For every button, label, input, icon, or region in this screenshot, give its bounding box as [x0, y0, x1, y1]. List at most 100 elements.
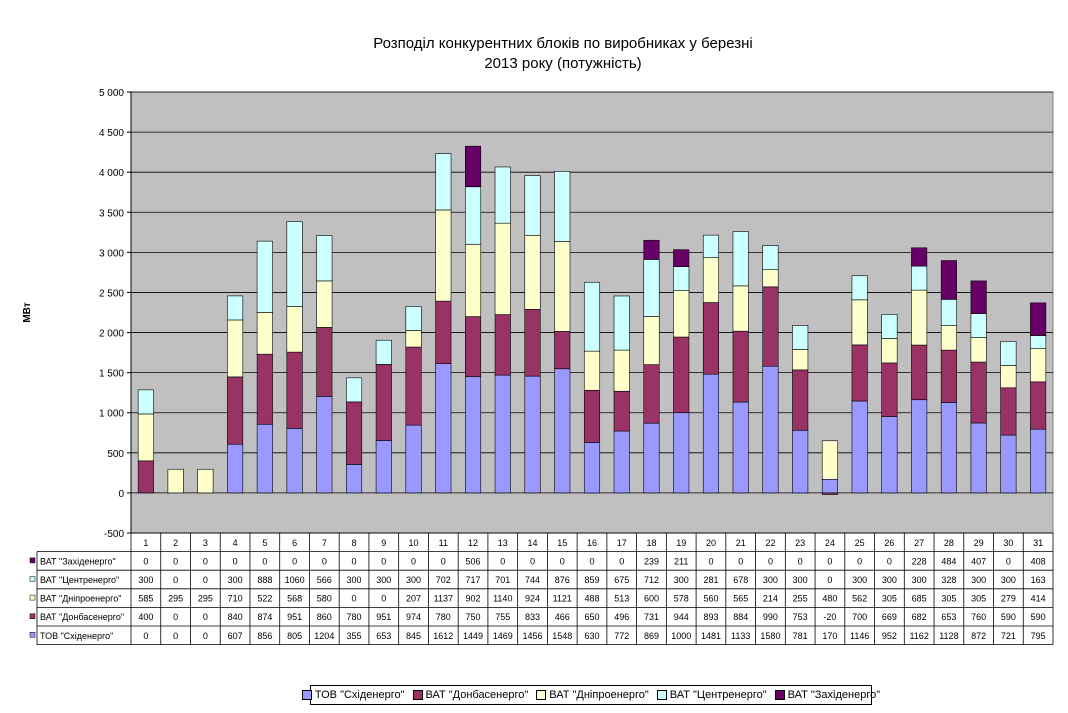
bar-segment: [167, 468, 184, 494]
table-data-value: 753: [793, 612, 808, 622]
bar-segment: [673, 336, 690, 414]
x-tick-label: 2: [173, 538, 178, 548]
x-tick-label: 31: [1033, 538, 1043, 548]
bar-segment: [673, 412, 690, 494]
bar-segment: [1000, 365, 1017, 389]
legend-label: ВАТ "Центренерго": [669, 689, 767, 701]
table-data-value: 255: [793, 594, 808, 604]
bar-segment: [583, 389, 601, 443]
bar-segment: [316, 327, 333, 397]
bar-segment: [911, 289, 928, 346]
bar-segment: [970, 337, 987, 363]
table-data-value: 0: [530, 556, 535, 566]
bar-segment: [375, 440, 392, 494]
bar-segment: [583, 281, 601, 352]
bar-segment: [613, 390, 630, 432]
bar-segment: [346, 464, 363, 494]
bar-segment: [673, 266, 690, 291]
table-data-value: 0: [798, 556, 803, 566]
table-data-value: 0: [887, 556, 892, 566]
bar-segment: [524, 309, 541, 377]
table-series-name: ТОВ "Східенерго": [40, 631, 113, 641]
y-tick-label: 4 500: [99, 128, 124, 139]
table-data-value: 0: [203, 631, 208, 641]
table-data-value: 893: [703, 612, 718, 622]
table-data-value: -20: [823, 612, 836, 622]
y-tick-label: -500: [104, 529, 124, 540]
legend-label: ВАТ "Дніпроенерго": [549, 689, 649, 701]
chart-legend: ТОВ "Східенерго" ВАТ "Донбасенерго" ВАТ "Д…: [301, 685, 880, 705]
bar-segment: [435, 363, 452, 494]
bar-segment: [554, 170, 571, 242]
bar-segment: [464, 376, 482, 494]
bar-segment: [227, 376, 244, 445]
x-tick-label: 6: [292, 538, 297, 548]
bar-segment: [673, 290, 690, 338]
bar-segment: [1030, 348, 1047, 383]
y-axis-label: МВт: [22, 302, 33, 322]
table-data-value: 924: [525, 594, 540, 604]
bar-segment: [970, 361, 987, 424]
bar-segment: [464, 145, 482, 188]
table-data-value: 239: [644, 556, 659, 566]
table-data-value: 0: [827, 575, 832, 585]
bar-segment: [464, 316, 482, 378]
bar-segment: [256, 312, 273, 355]
x-tick-label: 15: [557, 538, 567, 548]
table-data-value: 678: [733, 575, 748, 585]
bar-segment: [911, 344, 928, 401]
table-data-value: 951: [376, 612, 391, 622]
bar-segment: [762, 286, 779, 367]
table-data-value: 685: [912, 594, 927, 604]
table-data-value: 295: [198, 594, 213, 604]
table-data-value: 860: [317, 612, 332, 622]
bar-segment: [583, 442, 601, 494]
bar-segment: [851, 400, 868, 494]
table-data-value: 300: [1001, 575, 1016, 585]
table-data-value: 590: [1001, 612, 1016, 622]
bar-segment: [970, 280, 987, 314]
x-tick-label: 28: [944, 538, 954, 548]
bar-segment: [316, 396, 333, 494]
bar-segment: [643, 316, 660, 365]
table-data-value: 207: [406, 594, 421, 604]
table-data-value: 578: [674, 594, 689, 604]
table-data-value: 1469: [493, 631, 513, 641]
bar-segment: [137, 389, 154, 415]
table-data-value: 780: [347, 612, 362, 622]
x-tick-label: 19: [676, 538, 686, 548]
legend-label: ВАТ "Західенерго": [787, 689, 881, 701]
table-data-value: 731: [644, 612, 659, 622]
bar-segment: [286, 221, 303, 307]
table-data-value: 0: [352, 594, 357, 604]
table-data-value: 888: [257, 575, 272, 585]
table-data-value: 607: [228, 631, 243, 641]
y-tick-label: 2 500: [99, 288, 124, 299]
bar-segment: [613, 430, 630, 494]
table-data-value: 355: [347, 631, 362, 641]
table-data-value: 1146: [850, 631, 869, 641]
table-data-value: 0: [708, 556, 713, 566]
bar-segment: [494, 314, 511, 376]
bar-segment: [316, 280, 333, 328]
table-data-value: 300: [228, 575, 243, 585]
bar-segment: [405, 424, 422, 494]
table-data-value: 0: [411, 556, 416, 566]
table-data-value: 0: [560, 556, 565, 566]
bar-segment: [375, 363, 392, 441]
bar-segment: [583, 350, 601, 391]
bar-segment: [435, 153, 452, 211]
table-data-value: 565: [733, 594, 748, 604]
bar-segment: [375, 339, 392, 365]
bar-segment: [494, 222, 511, 315]
table-data-value: 0: [352, 556, 357, 566]
bar-segment: [227, 295, 244, 321]
bar-segment: [821, 492, 838, 495]
legend-swatch: [536, 690, 547, 700]
table-data-value: 488: [584, 594, 599, 604]
table-data-value: 780: [436, 612, 451, 622]
table-data-value: 480: [822, 594, 837, 604]
bar-segment: [732, 231, 749, 287]
x-tick-label: 17: [617, 538, 627, 548]
table-series-name: ВАТ "Центренерго": [40, 575, 119, 585]
